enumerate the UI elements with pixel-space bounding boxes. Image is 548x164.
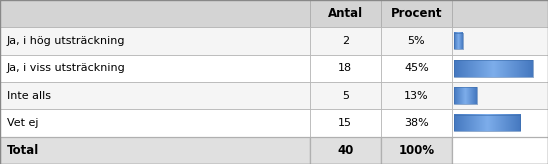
Text: 38%: 38% — [404, 118, 429, 128]
Bar — [381, 109, 452, 137]
Text: 13%: 13% — [404, 91, 429, 101]
Text: 40: 40 — [337, 144, 353, 157]
Text: 15: 15 — [338, 118, 352, 128]
Bar — [0, 109, 310, 137]
Bar — [0, 27, 310, 55]
Text: 100%: 100% — [398, 144, 435, 157]
Text: Ja, i hög utsträckning: Ja, i hög utsträckning — [7, 36, 125, 46]
Bar — [381, 55, 452, 82]
Bar — [452, 82, 548, 109]
Bar — [381, 137, 452, 164]
Bar — [0, 0, 310, 27]
Bar — [0, 55, 310, 82]
Text: 5: 5 — [342, 91, 349, 101]
Bar — [454, 60, 533, 77]
Text: 18: 18 — [338, 63, 352, 73]
Bar — [454, 87, 477, 104]
Text: 5%: 5% — [408, 36, 425, 46]
Bar — [452, 0, 548, 27]
Bar — [381, 0, 452, 27]
Bar — [310, 82, 381, 109]
Text: Ja, i viss utsträckning: Ja, i viss utsträckning — [7, 63, 125, 73]
Text: Total: Total — [7, 144, 39, 157]
Text: 2: 2 — [341, 36, 349, 46]
Text: Procent: Procent — [391, 7, 442, 20]
Text: Antal: Antal — [328, 7, 363, 20]
Bar — [452, 55, 548, 82]
Bar — [454, 32, 463, 50]
Text: Inte alls: Inte alls — [7, 91, 50, 101]
Bar — [310, 27, 381, 55]
Bar — [452, 109, 548, 137]
Bar — [310, 0, 381, 27]
Bar — [310, 137, 381, 164]
Bar — [452, 27, 548, 55]
Text: 45%: 45% — [404, 63, 429, 73]
Text: Vet ej: Vet ej — [7, 118, 38, 128]
Bar — [454, 114, 521, 132]
Bar — [381, 27, 452, 55]
Bar — [381, 82, 452, 109]
Bar — [310, 55, 381, 82]
Bar — [310, 109, 381, 137]
Bar — [0, 137, 310, 164]
Bar — [452, 0, 548, 27]
Bar — [0, 82, 310, 109]
Bar — [452, 137, 548, 164]
